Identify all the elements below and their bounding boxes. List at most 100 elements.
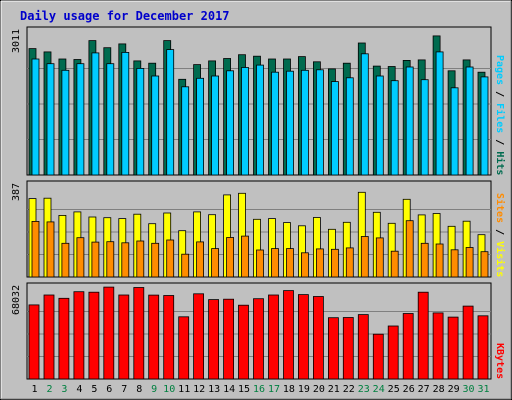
bar-files-25 — [390, 80, 399, 176]
bar-kbytes-10 — [163, 295, 175, 380]
bar-files-8 — [136, 68, 145, 176]
bar-kbytes-28 — [432, 312, 444, 380]
x-tick-label-10: 10 — [163, 384, 175, 395]
x-tick-label-11: 11 — [178, 384, 190, 395]
bar-kbytes-4 — [73, 291, 85, 380]
bar-sites-23 — [360, 236, 369, 278]
legend-entry: / — [494, 223, 505, 241]
bar-kbytes-18 — [283, 290, 294, 380]
legend-entry: / — [494, 133, 505, 151]
bar-files-4 — [76, 63, 85, 176]
panel-bottom: 68032 KBytes — [11, 282, 505, 380]
bar-sites-9 — [151, 242, 160, 278]
bar-sites-22 — [345, 247, 354, 278]
bar-sites-2 — [46, 221, 55, 278]
bar-sites-11 — [181, 253, 190, 278]
bar-files-31 — [480, 76, 489, 176]
x-tick-label-2: 2 — [46, 384, 52, 395]
legend-entry: Hits — [494, 151, 506, 175]
bar-kbytes-23 — [357, 314, 369, 380]
bar-kbytes-5 — [88, 291, 100, 380]
panel-middle-legend: Sites / Visits — [494, 193, 506, 277]
bar-files-16 — [256, 64, 264, 176]
bar-sites-28 — [435, 243, 444, 278]
bar-files-21 — [330, 81, 339, 176]
bar-files-28 — [435, 51, 444, 176]
x-tick-label-29: 29 — [448, 384, 460, 395]
bar-files-11 — [181, 86, 190, 176]
bar-kbytes-30 — [462, 305, 474, 380]
bar-sites-25 — [390, 250, 399, 278]
bar-files-3 — [61, 69, 70, 176]
panel-bottom-legend: KBytes — [494, 343, 505, 379]
bar-kbytes-1 — [28, 304, 40, 380]
bar-kbytes-16 — [253, 298, 264, 380]
bar-sites-24 — [375, 237, 384, 278]
bar-sites-1 — [31, 220, 40, 278]
bar-kbytes-9 — [148, 294, 160, 380]
x-tick-label-3: 3 — [61, 384, 67, 395]
bar-files-15 — [241, 67, 249, 176]
bar-kbytes-14 — [223, 298, 235, 380]
bar-sites-29 — [450, 249, 459, 278]
x-tick-label-1: 1 — [31, 384, 37, 395]
bar-kbytes-29 — [447, 316, 459, 380]
bar-kbytes-15 — [238, 304, 249, 380]
panel-top-ymax-label: 3011 — [11, 29, 22, 53]
bar-files-1 — [31, 58, 40, 176]
x-tick-label-14: 14 — [223, 384, 235, 395]
bar-sites-8 — [136, 240, 145, 278]
bar-kbytes-26 — [402, 313, 414, 380]
x-tick-label-5: 5 — [91, 384, 97, 395]
bar-kbytes-3 — [58, 297, 70, 380]
bar-kbytes-2 — [43, 294, 55, 380]
bar-files-23 — [360, 53, 369, 176]
x-tick-label-4: 4 — [76, 384, 82, 395]
bar-files-29 — [450, 87, 459, 176]
x-tick-label-23: 23 — [358, 384, 370, 395]
x-tick-label-30: 30 — [462, 384, 474, 395]
bar-kbytes-17 — [268, 294, 279, 380]
bar-sites-3 — [61, 242, 70, 278]
x-tick-label-18: 18 — [283, 384, 295, 395]
x-tick-label-24: 24 — [373, 384, 385, 395]
bar-files-12 — [196, 77, 205, 176]
bar-files-24 — [375, 75, 384, 176]
legend-entry: KBytes — [494, 343, 505, 379]
bar-files-2 — [46, 63, 55, 176]
bar-kbytes-8 — [133, 287, 145, 380]
bar-kbytes-31 — [477, 315, 489, 380]
bar-sites-17 — [271, 248, 279, 278]
bar-kbytes-22 — [342, 317, 354, 380]
x-tick-label-28: 28 — [433, 384, 445, 395]
bar-files-20 — [315, 69, 324, 176]
x-tick-label-7: 7 — [121, 384, 127, 395]
bar-kbytes-6 — [103, 286, 115, 380]
bar-kbytes-19 — [297, 294, 309, 380]
bar-sites-27 — [420, 242, 429, 278]
x-tick-label-13: 13 — [208, 384, 220, 395]
bar-files-30 — [465, 66, 474, 176]
x-tick-label-21: 21 — [328, 384, 340, 395]
panel-top-legend: Pages / Files / Hits — [494, 55, 506, 175]
bar-kbytes-24 — [372, 333, 384, 380]
bar-files-7 — [121, 52, 130, 176]
x-tick-label-19: 19 — [298, 384, 310, 395]
x-tick-label-25: 25 — [388, 384, 400, 395]
bar-sites-4 — [76, 237, 85, 278]
bar-sites-31 — [480, 251, 489, 278]
bar-kbytes-20 — [312, 296, 324, 380]
bar-kbytes-21 — [327, 317, 339, 380]
bar-files-14 — [226, 70, 235, 176]
bar-kbytes-12 — [193, 293, 205, 380]
bar-sites-26 — [405, 220, 414, 278]
bar-sites-18 — [286, 248, 294, 278]
bar-sites-30 — [465, 247, 474, 278]
x-tick-label-16: 16 — [253, 384, 265, 395]
x-tick-label-15: 15 — [238, 384, 250, 395]
bar-sites-20 — [315, 248, 324, 278]
x-tick-label-22: 22 — [343, 384, 355, 395]
bar-files-22 — [345, 77, 354, 176]
bar-sites-10 — [166, 239, 175, 278]
bar-files-9 — [151, 75, 160, 176]
